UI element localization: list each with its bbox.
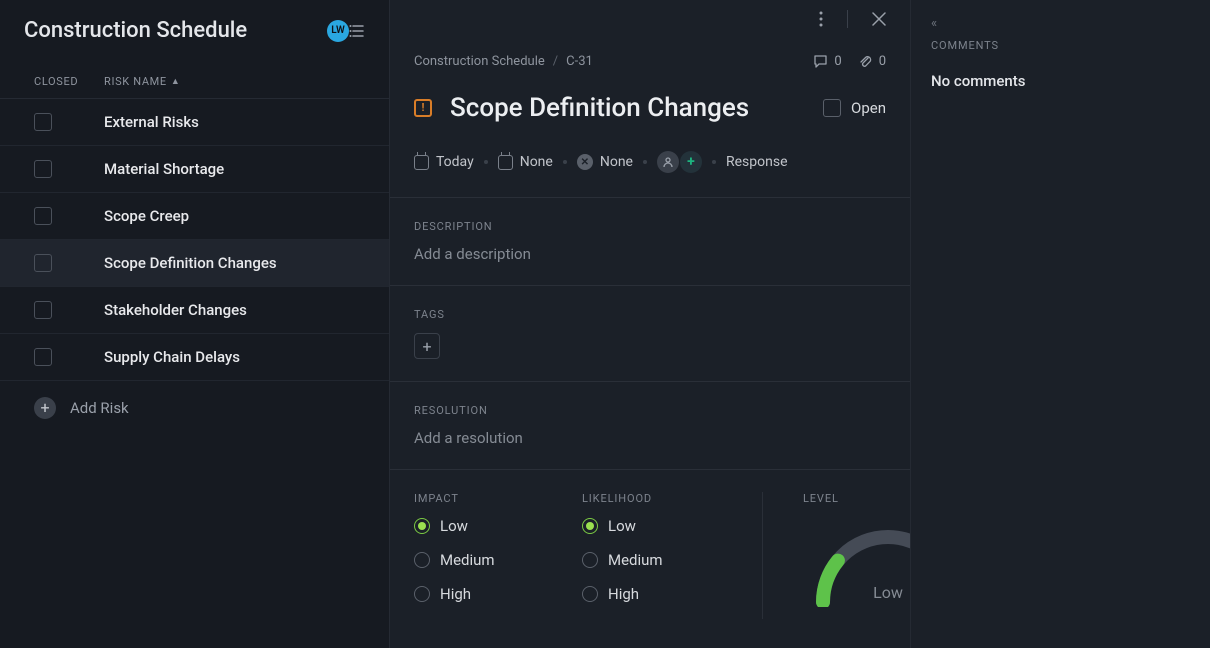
level-value: Low [873, 583, 903, 602]
divider [847, 10, 848, 28]
attachment-count[interactable]: 0 [858, 54, 886, 69]
add-assignee-icon[interactable]: + [680, 151, 702, 173]
detail-title[interactable]: Scope Definition Changes [450, 93, 823, 123]
response-chip[interactable]: Response [726, 154, 788, 170]
plus-icon: + [34, 397, 56, 419]
radio-icon [414, 518, 430, 534]
assignee-chip[interactable]: + [657, 151, 702, 173]
tags-section: TAGS + [390, 285, 910, 381]
avatar[interactable]: LW [327, 20, 349, 42]
risk-name: Scope Definition Changes [104, 254, 277, 272]
column-risk-name[interactable]: RISK NAME ▲ [104, 75, 180, 88]
add-risk-label: Add Risk [70, 399, 129, 417]
radio-icon [414, 586, 430, 602]
due-chip[interactable]: None [498, 154, 553, 170]
assignee-none-chip[interactable]: ✕ None [577, 154, 633, 170]
more-icon[interactable] [819, 11, 823, 27]
close-icon[interactable] [872, 12, 886, 26]
description-input[interactable]: Add a description [414, 245, 886, 263]
title-row: Scope Definition Changes Open [414, 93, 886, 123]
attachment-icon [858, 54, 873, 69]
resolution-input[interactable]: Add a resolution [414, 429, 886, 447]
x-circle-icon: ✕ [577, 154, 593, 170]
comments-label: COMMENTS [931, 39, 1190, 52]
risk-name: Material Shortage [104, 160, 224, 178]
level-label: LEVEL [803, 492, 839, 505]
risk-name: Supply Chain Delays [104, 348, 240, 366]
likelihood-option[interactable]: Low [582, 517, 702, 535]
impact-option[interactable]: Low [414, 517, 534, 535]
sidebar-header: Construction Schedule LW [0, 0, 389, 65]
description-label: DESCRIPTION [414, 220, 886, 233]
closed-checkbox[interactable] [34, 160, 52, 178]
risk-row[interactable]: Scope Creep [0, 193, 389, 240]
radio-icon [582, 518, 598, 534]
status-checkbox[interactable] [823, 99, 841, 117]
radio-icon [582, 552, 598, 568]
breadcrumb-project[interactable]: Construction Schedule [414, 54, 545, 69]
closed-checkbox[interactable] [34, 113, 52, 131]
risk-name: Stakeholder Changes [104, 301, 247, 319]
likelihood-option[interactable]: Medium [582, 551, 702, 569]
radio-icon [414, 552, 430, 568]
tags-label: TAGS [414, 308, 886, 321]
impact-option[interactable]: Medium [414, 551, 534, 569]
calendar-icon [414, 155, 429, 170]
risk-row[interactable]: Scope Definition Changes [0, 240, 389, 287]
impact-option[interactable]: High [414, 585, 534, 603]
closed-checkbox[interactable] [34, 301, 52, 319]
risk-name: Scope Creep [104, 207, 189, 225]
impact-label: IMPACT [414, 492, 534, 505]
risk-icon [414, 99, 432, 117]
date-chip[interactable]: Today [414, 154, 474, 170]
likelihood-column: LIKELIHOOD Low Medium High [582, 492, 702, 619]
closed-checkbox[interactable] [34, 348, 52, 366]
radio-icon [582, 586, 598, 602]
breadcrumb: Construction Schedule / C-31 0 0 [414, 54, 886, 69]
comment-icon [813, 54, 828, 69]
detail-panel: Construction Schedule / C-31 0 0 Scope D… [390, 0, 910, 648]
resolution-section: RESOLUTION Add a resolution [390, 381, 910, 469]
risk-list: External Risks Material Shortage Scope Cre… [0, 99, 389, 381]
calendar-icon [498, 155, 513, 170]
impact-column: IMPACT Low Medium High [414, 492, 534, 619]
risk-row[interactable]: External Risks [0, 99, 389, 146]
project-title: Construction Schedule [24, 18, 317, 43]
risk-row[interactable]: Material Shortage [0, 146, 389, 193]
description-section: DESCRIPTION Add a description [390, 197, 910, 285]
meta-chips: Today None ✕ None + [414, 151, 886, 173]
closed-checkbox[interactable] [34, 207, 52, 225]
risk-row[interactable]: Stakeholder Changes [0, 287, 389, 334]
collapse-panel-icon[interactable]: « [931, 16, 1190, 31]
level-column: LEVEL Low [762, 492, 910, 619]
view-list-icon[interactable] [349, 22, 367, 40]
comment-count[interactable]: 0 [813, 54, 841, 69]
comments-panel: « COMMENTS No comments [910, 0, 1210, 648]
sidebar: Construction Schedule LW CLOSED RISK NAM… [0, 0, 390, 648]
risk-row[interactable]: Supply Chain Delays [0, 334, 389, 381]
risk-table-header: CLOSED RISK NAME ▲ [0, 65, 389, 99]
likelihood-option[interactable]: High [582, 585, 702, 603]
sort-asc-icon: ▲ [171, 76, 181, 87]
status-label: Open [851, 99, 886, 117]
likelihood-label: LIKELIHOOD [582, 492, 702, 505]
risk-matrix-section: IMPACT Low Medium High LIKELIHOOD Low Mediu… [390, 469, 910, 641]
add-tag-button[interactable]: + [414, 333, 440, 359]
comments-empty: No comments [931, 72, 1190, 90]
user-circle-icon [657, 151, 679, 173]
resolution-label: RESOLUTION [414, 404, 886, 417]
closed-checkbox[interactable] [34, 254, 52, 272]
risk-name: External Risks [104, 113, 199, 131]
breadcrumb-id[interactable]: C-31 [566, 54, 593, 69]
add-risk-button[interactable]: + Add Risk [0, 381, 389, 435]
detail-topbar [390, 0, 910, 28]
column-closed[interactable]: CLOSED [34, 75, 104, 88]
